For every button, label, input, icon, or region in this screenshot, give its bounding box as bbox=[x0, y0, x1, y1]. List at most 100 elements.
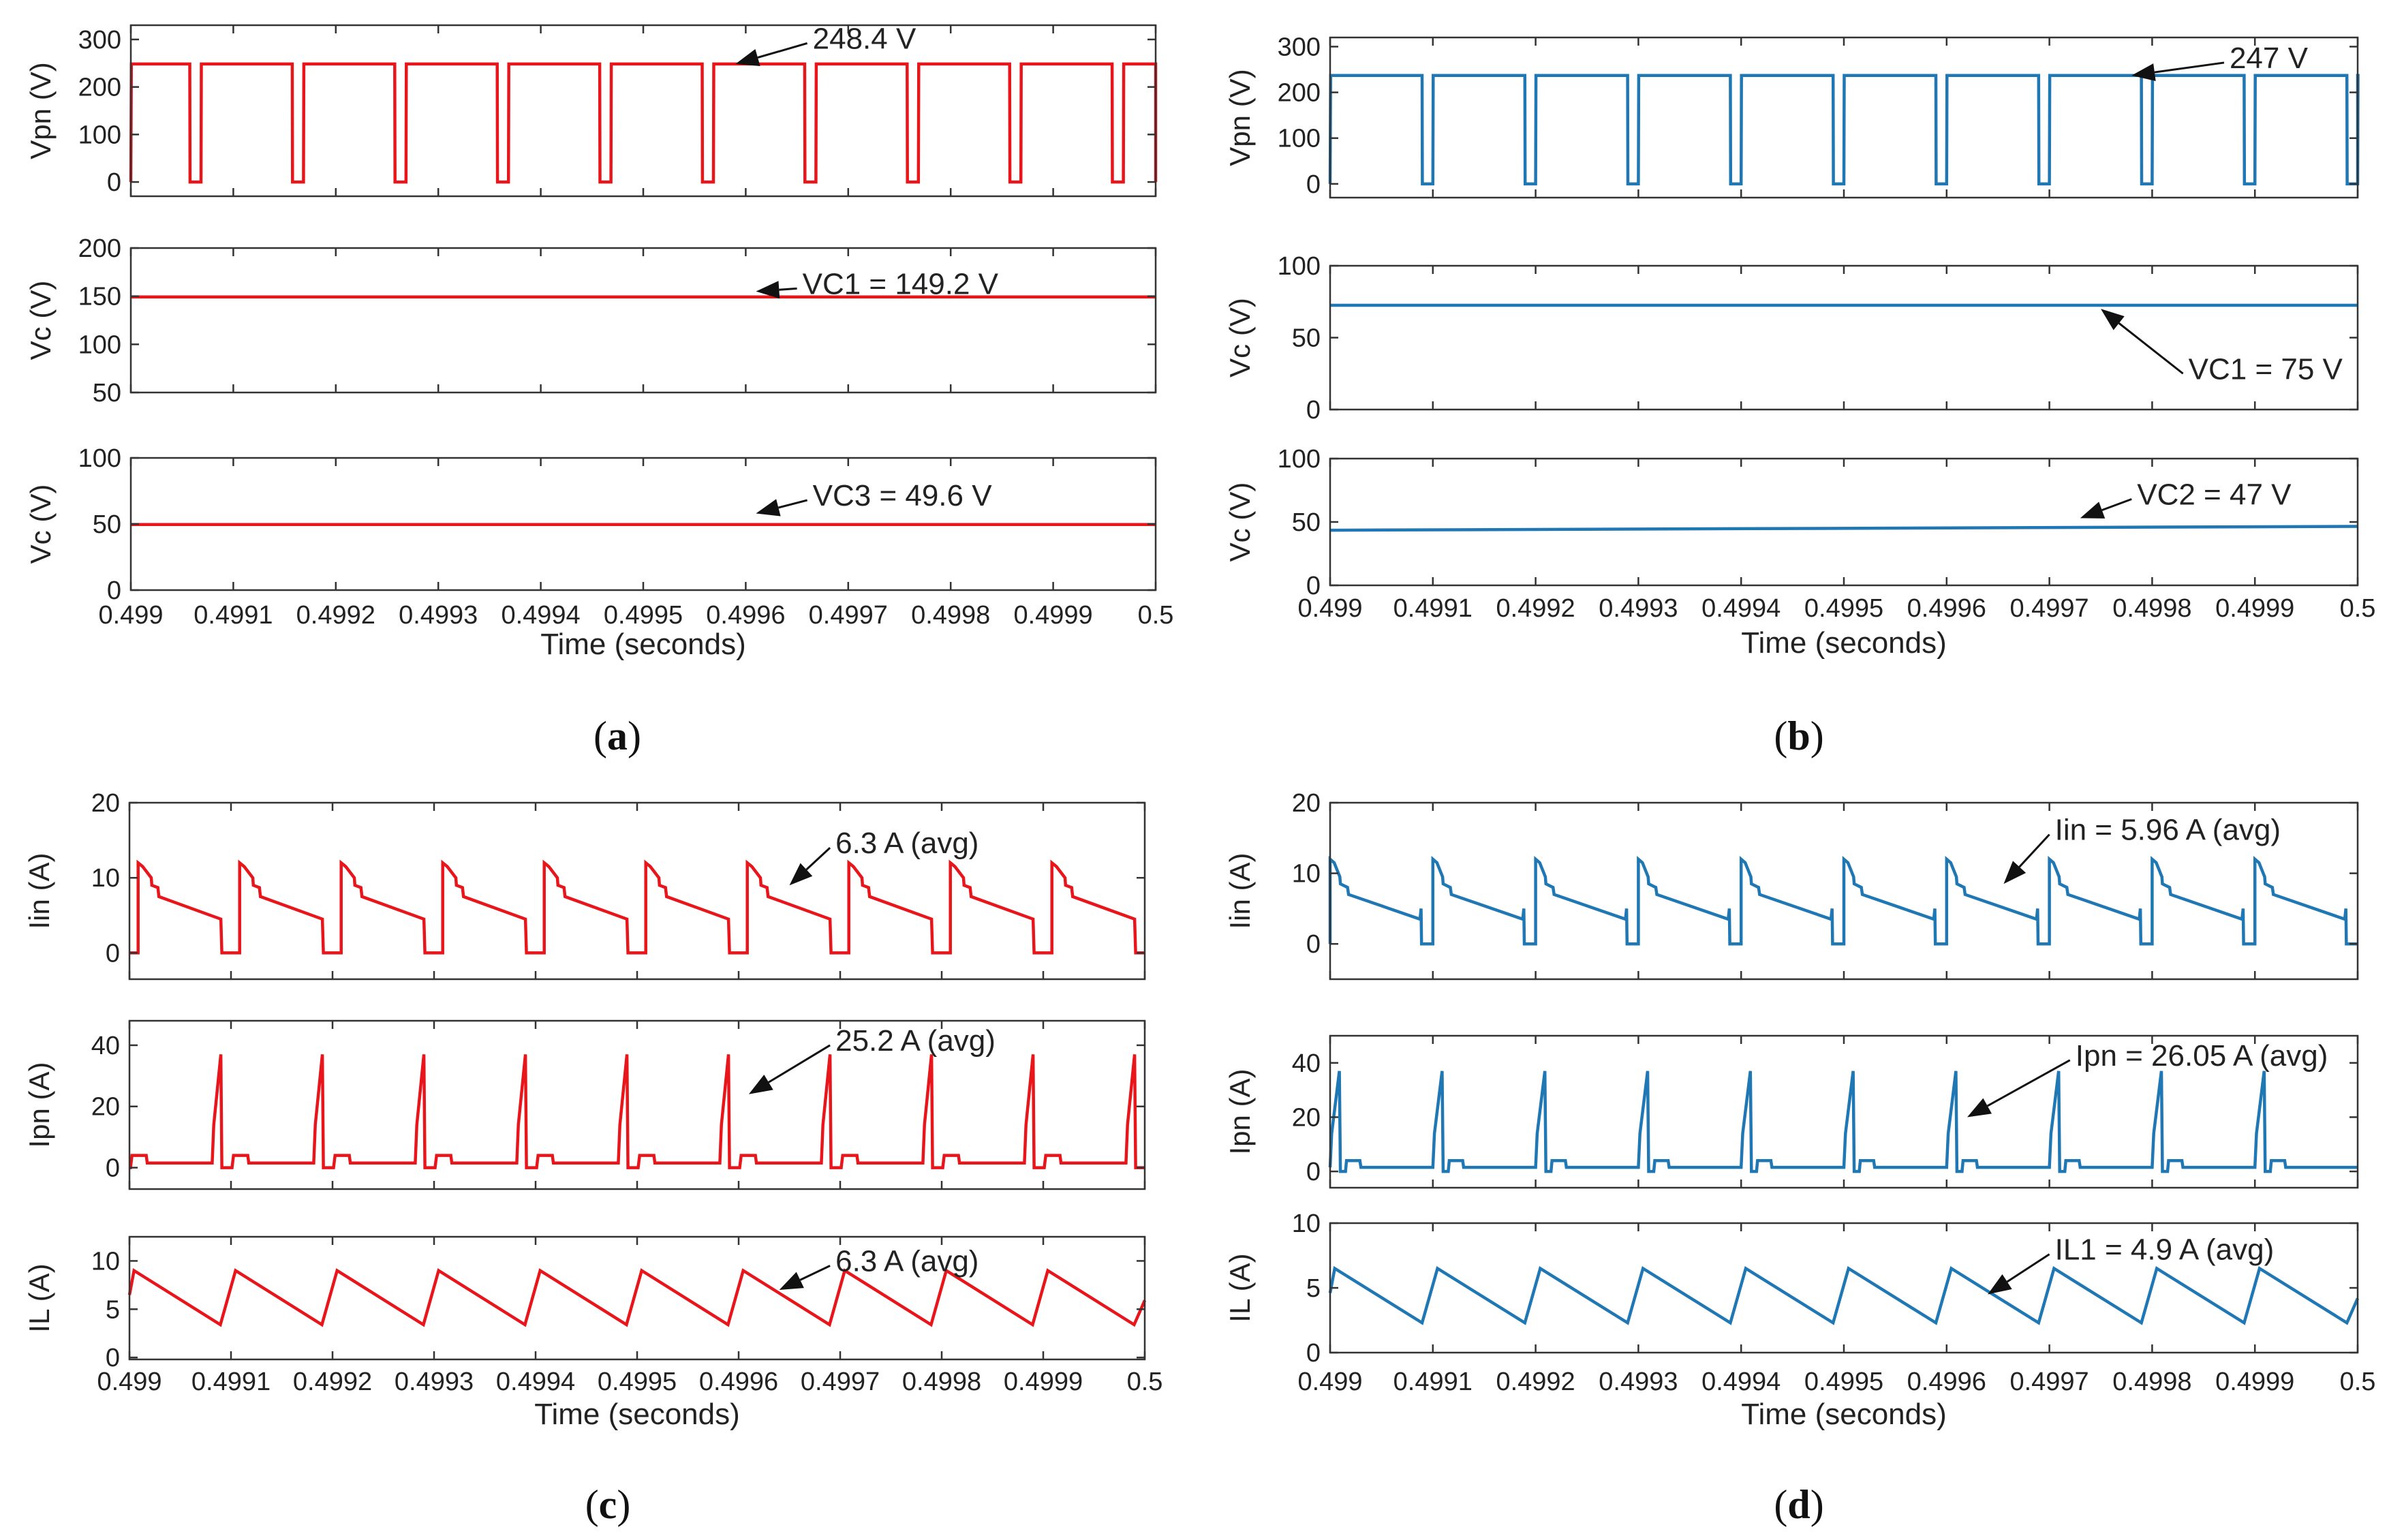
annotation-arrowhead bbox=[779, 1272, 804, 1290]
y-tick-label: 20 bbox=[1292, 1103, 1321, 1132]
y-tick-label: 0 bbox=[106, 1344, 120, 1372]
y-tick-label: 0 bbox=[1306, 396, 1321, 425]
y-axis-label: IL (A) bbox=[1224, 1253, 1256, 1322]
x-tick-label: 0.4997 bbox=[809, 601, 888, 630]
x-tick-label: 0.4995 bbox=[598, 1368, 677, 1396]
caption-letter: c bbox=[599, 1482, 617, 1527]
y-axis-label: Vpn (V) bbox=[25, 62, 57, 159]
subplot-c-1: 0 10 20 Iin (A) 6.3 A (avg) bbox=[23, 789, 1146, 981]
x-tick-label: 0.4999 bbox=[1004, 1368, 1083, 1396]
x-tick-label: 0.4999 bbox=[2215, 1368, 2294, 1396]
caption-paren: ( bbox=[585, 1482, 599, 1527]
y-tick-label: 0 bbox=[1306, 572, 1321, 600]
annotation-label: Ipn = 26.05 A (avg) bbox=[2076, 1039, 2328, 1073]
y-tick-label: 0 bbox=[1306, 1339, 1321, 1368]
y-tick-label: 5 bbox=[1306, 1274, 1321, 1303]
caption-letter: d bbox=[1787, 1482, 1810, 1527]
series-line bbox=[1328, 855, 2358, 946]
annotation-arrowhead bbox=[735, 48, 760, 66]
y-axis-label: Iin (A) bbox=[1224, 852, 1256, 929]
chart-panel-c: 0 10 20 Iin (A) 6.3 A (avg) 0 20 40 Ipn (A) 25.2 … bbox=[23, 789, 1162, 1527]
annotation-label: 25.2 A (avg) bbox=[835, 1024, 996, 1058]
x-tick-label: 0.4994 bbox=[1701, 594, 1781, 623]
panel-caption: (a) bbox=[594, 713, 641, 758]
x-tick-label: 0.4998 bbox=[911, 601, 990, 630]
annotation-label: VC1 = 75 V bbox=[2189, 352, 2343, 386]
panel-caption: (d) bbox=[1774, 1482, 1823, 1527]
annotation-arrowhead bbox=[748, 1075, 773, 1094]
x-tick-label: 0.4994 bbox=[1701, 1368, 1781, 1396]
panel-caption: (b) bbox=[1774, 713, 1823, 758]
series-line bbox=[1328, 74, 2360, 186]
y-tick-label: 10 bbox=[91, 1247, 120, 1276]
y-tick-label: 100 bbox=[1278, 125, 1321, 153]
subplot-a-2: 50 100 150 200 Vc (V) VC1 = 149.2 V bbox=[25, 234, 1157, 407]
y-tick-label: 50 bbox=[93, 379, 121, 407]
y-tick-label: 0 bbox=[107, 576, 121, 605]
y-tick-label: 50 bbox=[1292, 324, 1321, 353]
x-tick-label: 0.4996 bbox=[1907, 1368, 1986, 1396]
annotation-arrow bbox=[2118, 322, 2184, 375]
y-axis-label: Vpn (V) bbox=[1224, 69, 1256, 166]
subplot-d-3: 0 5 10 IL (A) IL1 = 4.9 A (avg) bbox=[1224, 1210, 2360, 1368]
y-tick-label: 200 bbox=[78, 74, 121, 102]
y-tick-label: 0 bbox=[107, 168, 121, 197]
y-axis-label: Ipn (A) bbox=[1224, 1068, 1256, 1154]
subplot-a-1: 0 100 200 300 Vpn (V) 248.4 V bbox=[25, 22, 1158, 198]
subplot-b-1: 0 100 200 300 Vpn (V) 247 V bbox=[1224, 33, 2360, 199]
annotation-arrowhead bbox=[2003, 861, 2027, 884]
x-tick-label: 0.5 bbox=[2340, 1368, 2376, 1396]
subplot-c-3: 0 5 10 IL (A) 6.3 A (avg) bbox=[23, 1235, 1147, 1372]
series-line bbox=[129, 859, 1145, 955]
annotation-arrow bbox=[2101, 498, 2132, 512]
x-tick-label: 0.4997 bbox=[801, 1368, 880, 1396]
caption-paren: ) bbox=[628, 713, 641, 758]
y-axis-label: Vc (V) bbox=[1224, 298, 1256, 378]
y-tick-label: 40 bbox=[91, 1032, 120, 1060]
x-tick-label: 0.499 bbox=[98, 601, 163, 630]
annotation-label: 6.3 A (avg) bbox=[835, 1245, 978, 1278]
x-tick-label: 0.4991 bbox=[194, 601, 273, 630]
annotation-label: 6.3 A (avg) bbox=[835, 827, 978, 860]
caption-letter: a bbox=[607, 713, 628, 758]
annotation-label: Iin = 5.96 A (avg) bbox=[2055, 814, 2281, 847]
caption-paren: ( bbox=[594, 713, 607, 758]
y-tick-label: 0 bbox=[1306, 930, 1321, 959]
x-tick-label: 0.499 bbox=[1297, 594, 1362, 623]
x-tick-label: 0.4996 bbox=[699, 1368, 778, 1396]
x-tick-label: 0.4998 bbox=[902, 1368, 981, 1396]
panel-caption: (c) bbox=[585, 1482, 631, 1527]
subplot-d-1: 0 10 20 Iin (A) Iin = 5.96 A (avg) bbox=[1224, 789, 2359, 981]
x-axis-label: Time (seconds) bbox=[1741, 1398, 1947, 1431]
x-tick-label: 0.499 bbox=[97, 1368, 161, 1396]
annotation-arrowhead bbox=[756, 499, 781, 517]
x-tick-label: 0.5 bbox=[1138, 601, 1174, 630]
subplot-a-3: 0 50 100 Vc (V) VC3 = 49.6 V bbox=[25, 444, 1157, 605]
y-tick-label: 50 bbox=[1292, 508, 1321, 537]
x-tick-label: 0.499 bbox=[1297, 1368, 1362, 1396]
x-tick-label: 0.4995 bbox=[1804, 594, 1883, 623]
y-tick-label: 0 bbox=[106, 939, 120, 968]
x-tick-label: 0.4993 bbox=[1599, 1368, 1678, 1396]
annotation-arrowhead bbox=[789, 863, 813, 886]
series-line bbox=[129, 62, 1158, 184]
y-tick-label: 10 bbox=[1292, 1210, 1321, 1238]
caption-paren: ) bbox=[1810, 713, 1824, 758]
y-tick-label: 100 bbox=[1278, 445, 1321, 474]
annotation-arrow bbox=[2154, 61, 2225, 74]
y-tick-label: 200 bbox=[1278, 79, 1321, 108]
x-tick-label: 0.4995 bbox=[604, 601, 683, 630]
x-tick-label: 0.4992 bbox=[1496, 594, 1575, 623]
subplot-b-3: 0 50 100 Vc (V) VC2 = 47 V bbox=[1224, 445, 2359, 600]
caption-paren: ) bbox=[617, 1482, 630, 1527]
caption-paren: ) bbox=[1810, 1482, 1824, 1527]
x-tick-label: 0.4991 bbox=[1393, 1368, 1473, 1396]
annotation-label: VC2 = 47 V bbox=[2137, 478, 2292, 512]
x-axis-label: Time (seconds) bbox=[1741, 626, 1947, 660]
annotation-arrowhead bbox=[756, 281, 780, 299]
annotation-label: VC3 = 49.6 V bbox=[813, 479, 993, 512]
annotation-arrow bbox=[777, 499, 808, 509]
x-tick-label: 0.4991 bbox=[1393, 594, 1473, 623]
x-tick-label: 0.4993 bbox=[1599, 594, 1678, 623]
